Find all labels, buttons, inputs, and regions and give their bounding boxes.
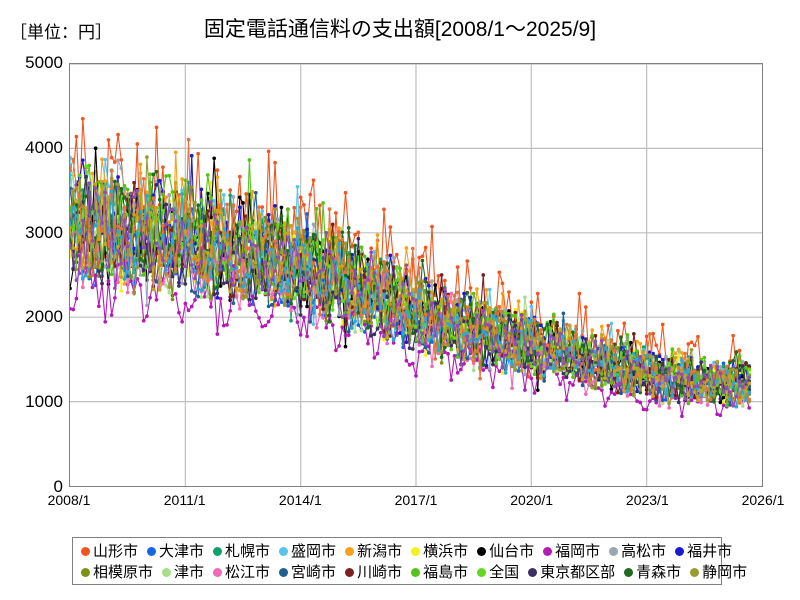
legend-label: 新潟市 (357, 543, 403, 560)
legend-label: 仙台市 (489, 543, 535, 560)
x-tick-label: 2023/1 (625, 492, 669, 508)
plot-canvas (70, 64, 762, 486)
legend-label: 福岡市 (555, 543, 601, 560)
y-tick-label: 5000 (25, 53, 63, 72)
legend-label: 宮崎市 (291, 564, 337, 581)
y-tick-label: 0 (53, 477, 63, 496)
y-tick-label: 2000 (25, 307, 63, 327)
legend-label: 高松市 (621, 543, 667, 560)
legend-row: 相模原市 津市 松江市 宮崎市 川崎市 福島市 全国 東京都区部 青森市 静岡市 (73, 562, 747, 583)
legend-item-札幌市[interactable]: 札幌市 (213, 544, 270, 559)
legend-marker-icon (147, 547, 157, 556)
legend-marker-icon (543, 547, 553, 556)
x-tick-label: 2014/1 (278, 492, 322, 508)
legend-marker-icon (675, 547, 685, 556)
legend-marker-icon (477, 547, 487, 556)
legend-label: 全国 (489, 564, 520, 581)
legend-marker-icon (345, 547, 355, 556)
legend-item-青森市[interactable]: 青森市 (624, 565, 681, 580)
legend-row: 山形市 大津市 札幌市 盛岡市 新潟市 横浜市 仙台市 福岡市 高松市 福井市 (73, 541, 732, 562)
legend-item-津市[interactable]: 津市 (162, 565, 204, 580)
legend-marker-icon (528, 568, 538, 577)
legend-label: 盛岡市 (291, 543, 337, 560)
legend-label: 津市 (174, 564, 205, 581)
x-tick-label: 2020/1 (510, 492, 554, 508)
legend-marker-icon (213, 547, 223, 556)
legend-item-川崎市[interactable]: 川崎市 (345, 565, 402, 580)
legend-marker-icon (411, 547, 421, 556)
legend-label: 札幌市 (225, 543, 271, 560)
legend-marker-icon (162, 568, 172, 577)
x-tick-label: 2011/1 (163, 492, 206, 508)
legend-item-宮崎市[interactable]: 宮崎市 (279, 565, 336, 580)
legend-item-松江市[interactable]: 松江市 (213, 565, 270, 580)
legend-item-横浜市[interactable]: 横浜市 (411, 544, 468, 559)
legend-label: 福島市 (423, 564, 469, 581)
legend-marker-icon (609, 547, 619, 556)
legend-marker-icon (411, 568, 421, 577)
legend-label: 山形市 (93, 543, 139, 560)
legend-item-盛岡市[interactable]: 盛岡市 (279, 544, 336, 559)
legend-marker-icon (213, 568, 223, 577)
y-tick-label: 3000 (25, 222, 63, 242)
legend-item-福井市[interactable]: 福井市 (675, 544, 732, 559)
y-axis: 0 1000 2000 3000 4000 5000 (0, 53, 63, 496)
legend-item-高松市[interactable]: 高松市 (609, 544, 666, 559)
legend: 山形市 大津市 札幌市 盛岡市 新潟市 横浜市 仙台市 福岡市 高松市 福井市相模原市 津市 松江市 宮… (72, 537, 747, 585)
x-axis: 2008/1 2011/1 2014/1 2017/1 2020/1 2023/1 2026… (0, 492, 800, 514)
legend-marker-icon (477, 568, 487, 577)
legend-marker-icon (624, 568, 634, 577)
series-layer (70, 116, 752, 419)
legend-label: 静岡市 (702, 564, 748, 581)
legend-item-相模原市[interactable]: 相模原市 (81, 565, 153, 580)
series-広島市 (70, 181, 752, 408)
legend-label: 横浜市 (423, 543, 469, 560)
legend-item-福島市[interactable]: 福島市 (411, 565, 468, 580)
legend-item-新潟市[interactable]: 新潟市 (345, 544, 402, 559)
x-tick-label: 2017/1 (394, 492, 438, 508)
legend-label: 東京都区部 (540, 564, 616, 581)
legend-label: 松江市 (225, 564, 271, 581)
legend-item-仙台市[interactable]: 仙台市 (477, 544, 534, 559)
legend-marker-icon (690, 568, 700, 577)
plot-area (69, 63, 763, 487)
legend-item-山形市[interactable]: 山形市 (81, 544, 138, 559)
legend-item-静岡市[interactable]: 静岡市 (690, 565, 747, 580)
legend-item-大津市[interactable]: 大津市 (147, 544, 204, 559)
legend-item-全国[interactable]: 全国 (477, 565, 519, 580)
legend-label: 青森市 (636, 564, 682, 581)
legend-item-東京都区部[interactable]: 東京都区部 (528, 565, 615, 580)
legend-label: 相模原市 (93, 564, 154, 581)
y-tick-label: 1000 (25, 392, 63, 412)
legend-marker-icon (279, 568, 289, 577)
x-tick-label: 2026/1 (741, 492, 785, 508)
legend-label: 川崎市 (357, 564, 403, 581)
chart-title: 固定電話通信料の支出額[2008/1～2025/9] (203, 18, 597, 41)
x-tick-label: 2008/1 (47, 492, 91, 508)
legend-marker-icon (345, 568, 355, 577)
legend-marker-icon (81, 547, 90, 556)
y-tick-label: 4000 (25, 137, 63, 157)
legend-label: 大津市 (159, 543, 205, 560)
legend-item-福岡市[interactable]: 福岡市 (543, 544, 600, 559)
legend-marker-icon (81, 568, 90, 577)
legend-marker-icon (279, 547, 289, 556)
unit-label: ［単位：円］ (10, 23, 112, 42)
legend-label: 福井市 (687, 543, 733, 560)
